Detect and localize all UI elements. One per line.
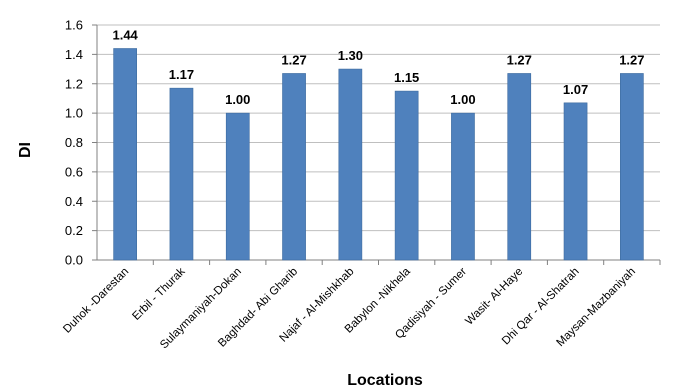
data-labels: 1.44 1.17 1.00 1.27 1.30 1.15 1.00 1.27 1.07 1.27 bbox=[112, 28, 644, 108]
x-tick-label: Erbil - Thurak bbox=[130, 265, 187, 322]
y-tick-label: 0.6 bbox=[65, 164, 83, 179]
y-tick-label: 0.4 bbox=[65, 194, 83, 209]
y-tick-label: 1.0 bbox=[65, 106, 83, 121]
y-tick-labels: 0.0 0.2 0.4 0.6 0.8 1.0 1.2 1.4 1.6 bbox=[65, 18, 83, 268]
bar bbox=[338, 68, 363, 261]
data-label: 1.15 bbox=[394, 70, 419, 85]
y-tick-label: 1.6 bbox=[65, 18, 83, 33]
x-axis-title: Locations bbox=[347, 372, 423, 387]
data-label: 1.00 bbox=[450, 92, 475, 107]
data-label: 1.17 bbox=[169, 67, 194, 82]
y-tick-label: 0.0 bbox=[65, 253, 83, 268]
data-label: 1.07 bbox=[563, 82, 588, 97]
data-label: 1.27 bbox=[507, 52, 532, 67]
bar bbox=[113, 48, 137, 261]
bar bbox=[225, 112, 250, 261]
y-tick-label: 1.2 bbox=[65, 76, 83, 91]
y-tick-label: 0.8 bbox=[65, 135, 83, 150]
data-label: 1.27 bbox=[619, 52, 644, 67]
bar bbox=[394, 90, 419, 261]
y-tick-label: 0.2 bbox=[65, 223, 83, 238]
y-tick-label: 1.4 bbox=[65, 47, 83, 62]
x-tick-labels: Duhok -Darestan Erbil - ThurakSulaymaniya… bbox=[61, 265, 638, 351]
bar bbox=[620, 73, 644, 261]
data-label: 1.44 bbox=[112, 28, 138, 43]
bar bbox=[169, 87, 194, 261]
y-axis-title: DI bbox=[17, 142, 34, 158]
bars bbox=[113, 48, 644, 261]
data-label: 1.00 bbox=[225, 92, 250, 107]
data-label: 1.27 bbox=[281, 52, 306, 67]
x-tick-label: Duhok -Darestan bbox=[61, 266, 131, 336]
x-tick-label: Wasit- Al-Haye bbox=[463, 266, 525, 328]
bar bbox=[563, 102, 588, 261]
bar bbox=[507, 73, 532, 261]
bar bbox=[282, 73, 306, 261]
data-label: 1.30 bbox=[338, 48, 363, 63]
bar bbox=[451, 112, 475, 261]
